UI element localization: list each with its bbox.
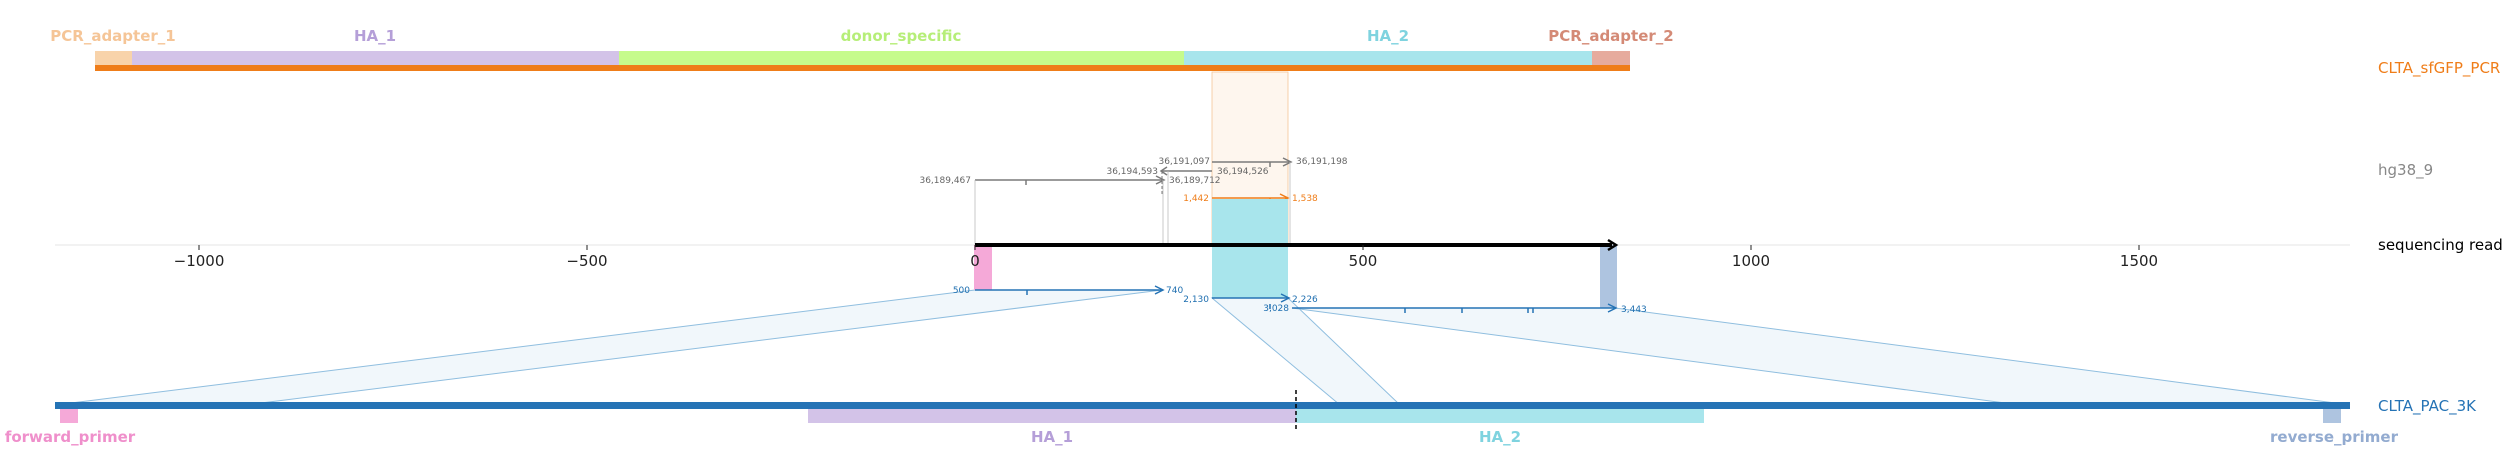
top-alignment-start: 1,442: [1183, 194, 1209, 204]
hg38-alignment-1-start: 36,189,467: [919, 176, 971, 186]
track-label-bottom: CLTA_PAC_3K: [2378, 397, 2477, 416]
hg38-alignment-1-end: 36,189,712: [1169, 176, 1221, 186]
bottom-track-bar: [55, 402, 2350, 409]
bottom-segment-reverse-primer: [2323, 409, 2341, 423]
top-segment-label-donor-specific: donor_specific: [841, 27, 962, 45]
bottom-alignment-1-end: 740: [1166, 286, 1183, 296]
track-label-read: sequencing read: [2378, 236, 2503, 254]
hg38-alignment-2-arrow: [1159, 166, 1168, 176]
bottom-alignment-1-start: 500: [953, 286, 970, 296]
bottom-alignment-2-arrow: [1280, 293, 1291, 303]
bottom-segment-label-ha-2: HA_2: [1479, 428, 1521, 446]
axis-tick-label-5: 1000: [1732, 252, 1770, 270]
axis-tick-label-1: −1000: [174, 252, 225, 270]
bottom-alignment-3-arrow: [1607, 303, 1618, 313]
top-track-bar: [95, 65, 1630, 71]
top-segment-label-ha-1: HA_1: [354, 27, 396, 45]
axis-tick-label-6: 1500: [2120, 252, 2158, 270]
track-label-hg38: hg38_9: [2378, 161, 2433, 180]
bottom-segment-label-forward-primer: forward_primer: [5, 428, 136, 446]
bottom-segment-label-reverse-primer: reverse_primer: [2270, 428, 2399, 446]
bottom-alignment-3-end: 3,443: [1621, 305, 1647, 315]
bottom-alignment-1-arrow: [1154, 285, 1165, 295]
top-segment-ha-2: [1184, 51, 1592, 66]
top-segment-donor-specific: [619, 51, 1184, 66]
hg38-alignment-3-arrow: [1282, 157, 1293, 167]
axis-tick-label-4: 500: [1349, 252, 1378, 270]
bottom-segment-label-ha-1: HA_1: [1031, 428, 1073, 446]
connection-region-1: [54, 289, 1163, 406]
bottom-alignment-3-start: 3,028: [1263, 304, 1289, 314]
track-label-top: CLTA_sfGFP_PCR: [2378, 59, 2500, 78]
connection-region-3: [1291, 307, 2351, 406]
bottom-segment-forward-primer: [60, 409, 78, 423]
hg38-alignment-3-end: 36,191,198: [1296, 157, 1348, 167]
hg38-alignment-2-start: 36,194,593: [1106, 167, 1158, 177]
bottom-segment-ha-2: [1296, 409, 1704, 423]
sequencing-read-arrow: [1607, 238, 1619, 252]
hg38-alignment-1-arrow: [1155, 175, 1166, 185]
bottom-alignment-2-start: 2,130: [1183, 295, 1209, 305]
hg38-alignment-3-start: 36,191,097: [1158, 157, 1210, 167]
top-segment-pcr-adapter-2: [1592, 51, 1630, 66]
top-alignment-end: 1,538: [1292, 194, 1318, 204]
hg38-alignment-2-end: 36,194,526: [1217, 167, 1269, 177]
top-segment-label-ha-2: HA_2: [1367, 27, 1409, 45]
top-segment-ha-1: [132, 51, 619, 66]
top-segment-label-pcr-adapter-1: PCR_adapter_1: [50, 27, 175, 45]
read-feature-forward-primer: [974, 245, 992, 290]
top-segment-pcr-adapter-1: [95, 51, 132, 66]
bottom-alignment-2-end: 2,226: [1292, 295, 1318, 305]
axis-tick-label-3: 0: [970, 252, 980, 270]
axis-tick-label-2: −500: [566, 252, 607, 270]
read-feature-reverse-primer: [1600, 245, 1617, 308]
top-segment-label-pcr-adapter-2: PCR_adapter_2: [1548, 27, 1673, 45]
bottom-segment-ha-1: [808, 409, 1296, 423]
read-feature-ha-2: [1212, 199, 1288, 298]
